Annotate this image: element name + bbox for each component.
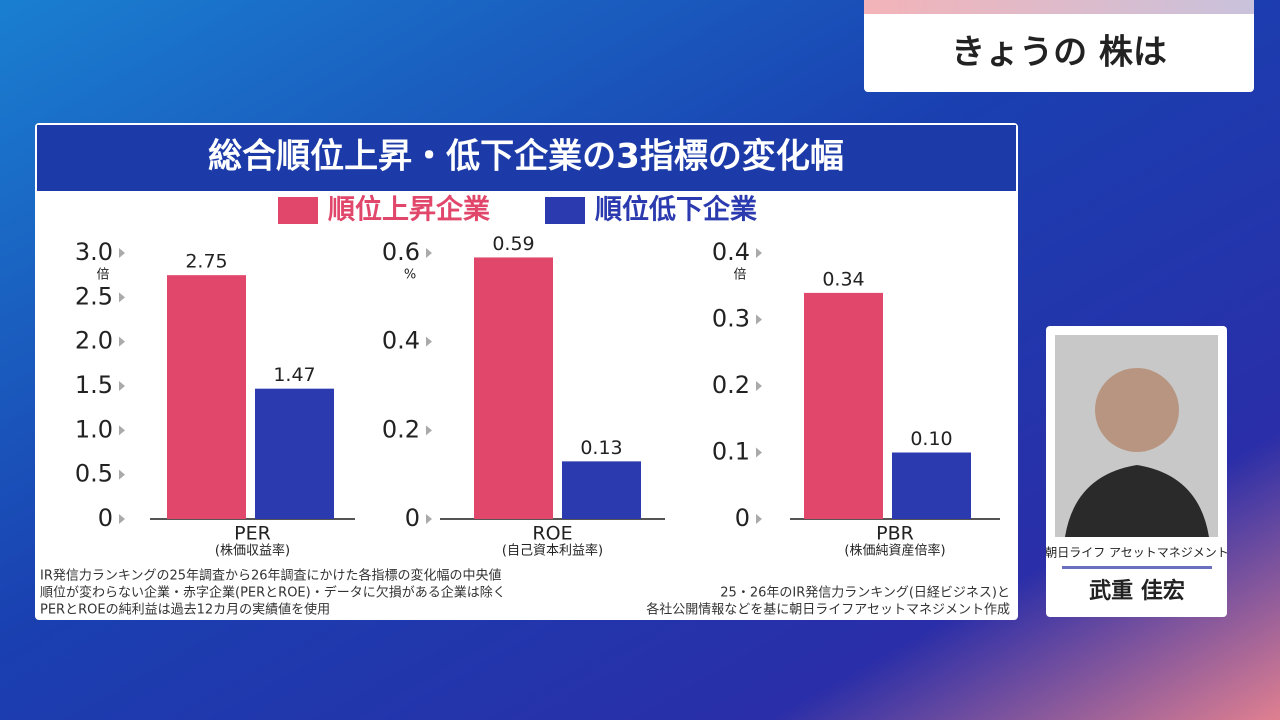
value-label: 1.47 xyxy=(273,364,315,386)
photo-suit xyxy=(1065,465,1209,537)
header-strip xyxy=(864,0,1254,14)
divider xyxy=(1062,566,1212,569)
tick-mark xyxy=(426,425,432,436)
header-box xyxy=(864,0,1254,92)
y-tick-label: 3.0 xyxy=(75,238,113,266)
legend-swatch xyxy=(545,197,585,224)
unit-label: 倍 xyxy=(96,268,109,283)
bar xyxy=(474,257,553,519)
tick-mark xyxy=(756,248,762,258)
tick-mark xyxy=(119,381,125,391)
photo-face xyxy=(1095,368,1179,452)
tick-mark xyxy=(426,514,432,524)
y-tick-label: 0 xyxy=(735,504,750,532)
y-tick-label: 2.5 xyxy=(75,282,113,310)
panel-title: 総合順位上昇・低下企業の3指標の変化幅 xyxy=(208,137,844,177)
header-tag: きょうの 株は xyxy=(951,33,1167,73)
presenter-company: 朝日ライフ アセットマネジメント xyxy=(1045,546,1229,560)
value-label: 0.59 xyxy=(492,233,534,255)
source: 25・26年のIR発信力ランキング(日経ビジネス)と xyxy=(720,586,1010,601)
bar xyxy=(562,461,641,519)
legend-swatch xyxy=(278,197,318,224)
x-axis-label: ROE xyxy=(532,523,572,545)
x-axis-label: PBR xyxy=(876,523,914,545)
tick-mark xyxy=(756,514,762,524)
y-tick-label: 2.0 xyxy=(75,327,113,355)
y-tick-label: 0.4 xyxy=(712,238,750,266)
value-label: 2.75 xyxy=(185,251,227,273)
bar xyxy=(804,292,883,519)
y-tick-label: 0.1 xyxy=(712,438,750,466)
y-tick-label: 0 xyxy=(405,504,420,532)
tick-mark xyxy=(756,381,762,391)
bar xyxy=(892,452,971,519)
note: IR発信力ランキングの25年調査から26年調査にかけた各指標の変化幅の中央値 xyxy=(40,568,502,584)
y-tick-label: 0.5 xyxy=(75,460,113,488)
tick-mark xyxy=(756,314,762,325)
legend-label: 順位上昇企業 xyxy=(328,194,490,226)
y-tick-label: 1.5 xyxy=(75,371,113,399)
tick-mark xyxy=(426,248,432,258)
tick-mark xyxy=(119,292,125,303)
value-label: 0.34 xyxy=(822,268,864,290)
y-tick-label: 0.2 xyxy=(712,371,750,399)
legend: 順位上昇企業 順位低下企業 xyxy=(278,194,757,226)
value-label: 0.13 xyxy=(580,437,622,459)
y-tick-label: 0.3 xyxy=(712,305,750,333)
legend-label: 順位低下企業 xyxy=(595,194,757,226)
note: 順位が変わらない企業・赤字企業(PERとROE)・データに欠損がある企業は除く xyxy=(40,585,506,601)
y-tick-label: 0.4 xyxy=(382,327,420,355)
tick-mark xyxy=(119,248,125,258)
y-tick-label: 0 xyxy=(98,504,113,532)
y-tick-label: 1.0 xyxy=(75,415,113,443)
source: 各社公開情報などを基に朝日ライフアセットマネジメント作成 xyxy=(646,602,1010,618)
unit-label: 倍 xyxy=(733,268,746,283)
x-axis-sublabel: (株価純資産倍率) xyxy=(844,543,945,559)
tick-mark xyxy=(119,469,125,480)
x-axis-sublabel: (株価収益率) xyxy=(215,543,290,559)
x-axis-sublabel: (自己資本利益率) xyxy=(502,543,603,559)
y-tick-label: 0.2 xyxy=(382,415,420,443)
y-tick-label: 0.6 xyxy=(382,238,420,266)
note: PERとROEの純利益は過去12カ月の実績値を使用 xyxy=(40,602,330,618)
bar xyxy=(167,275,246,519)
tick-mark xyxy=(756,447,762,458)
bar xyxy=(255,388,334,519)
charts: 0 0.5 1.0 1.5 2.0 2.5 3.0 倍 PER(株価収益率) 2.75 1.47 0 0… xyxy=(75,233,1000,559)
tick-mark xyxy=(119,336,125,347)
tick-mark xyxy=(119,514,125,524)
tick-mark xyxy=(119,425,125,436)
x-axis-label: PER xyxy=(234,523,271,545)
presenter-name: 武重 佳宏 xyxy=(1089,578,1185,604)
panel-title-bar xyxy=(37,125,1016,191)
tick-mark xyxy=(426,336,432,347)
value-label: 0.10 xyxy=(910,428,952,450)
unit-label: % xyxy=(404,268,416,283)
